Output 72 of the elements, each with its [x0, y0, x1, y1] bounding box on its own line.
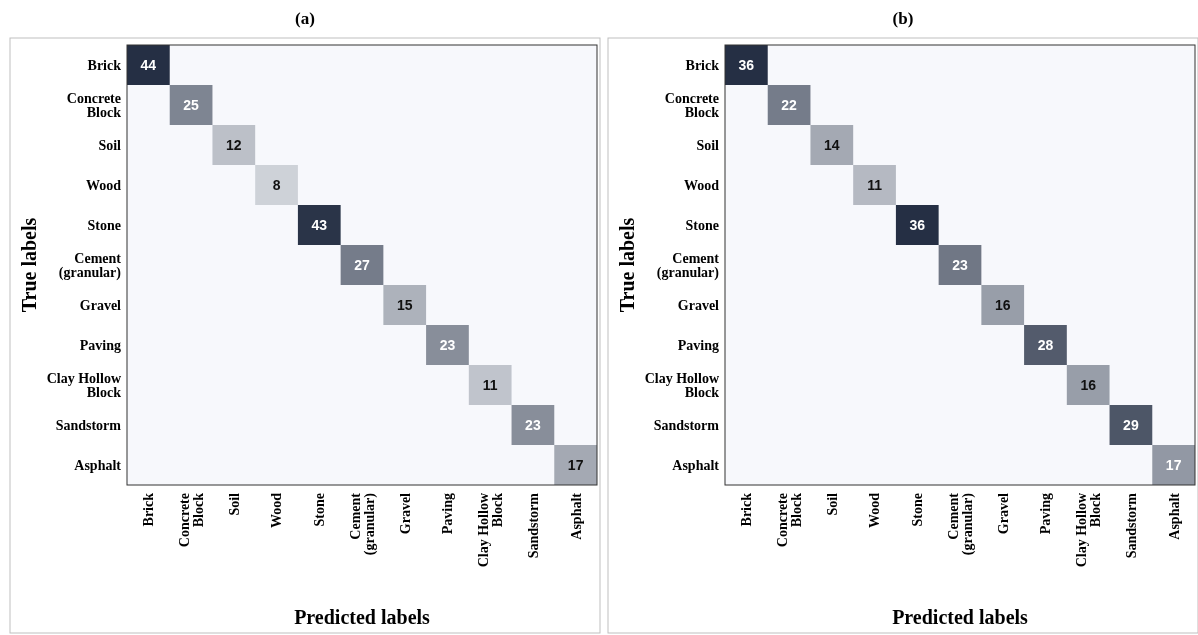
- y-tick-label: Cement (granular): [656, 250, 720, 281]
- data-label: 15: [396, 296, 413, 313]
- y-tick-label: Paving: [79, 337, 121, 353]
- data-label: 16: [1080, 376, 1097, 393]
- data-label: 29: [1123, 416, 1139, 433]
- y-tick-label: Soil: [696, 137, 720, 153]
- data-label: 28: [1037, 336, 1054, 353]
- data-label: 44: [140, 56, 157, 73]
- y-tick-label: Concrete Block: [664, 90, 720, 120]
- data-label: 11: [482, 376, 498, 393]
- y-tick-label: Asphalt: [672, 457, 720, 473]
- data-label: 36: [909, 216, 926, 233]
- y-tick-label: Sandstorm: [653, 417, 720, 433]
- y-tick-label: Wood: [85, 177, 122, 193]
- x-tick-label: Gravel: [397, 492, 413, 535]
- x-tick-label: Cement (granular): [945, 492, 976, 556]
- x-tick-label: Clay Hollow Block: [476, 492, 506, 568]
- y-tick-label: Paving: [677, 337, 719, 353]
- x-tick-label: Sandstorm: [1123, 492, 1139, 559]
- x-tick-label: Asphalt: [1166, 492, 1182, 540]
- data-label: 11: [867, 176, 883, 193]
- data-label: 17: [1165, 456, 1182, 473]
- data-label: 23: [952, 256, 968, 273]
- x-tick-label: Concrete Block: [774, 492, 804, 548]
- y-tick-label: Cement (granular): [58, 250, 122, 281]
- y-tick-label: Gravel: [79, 297, 122, 313]
- data-label: 17: [567, 456, 584, 473]
- y-tick-label: Soil: [98, 137, 122, 153]
- data-label: 27: [354, 256, 370, 273]
- x-tick-label: Soil: [824, 492, 840, 516]
- data-label: 22: [781, 96, 798, 113]
- chart-title: (b): [892, 9, 914, 28]
- x-tick-label: Paving: [1038, 493, 1054, 535]
- y-tick-label: Stone: [87, 217, 121, 233]
- y-tick-label: Clay Hollow Block: [46, 370, 122, 400]
- data-label: 25: [183, 96, 200, 113]
- data-label: 16: [994, 296, 1011, 313]
- x-tick-label: Wood: [867, 492, 883, 529]
- y-axis-title: True labels: [616, 217, 638, 313]
- y-tick-label: Asphalt: [74, 457, 122, 473]
- x-tick-label: Brick: [739, 492, 755, 527]
- x-tick-label: Paving: [440, 493, 456, 535]
- y-tick-label: Sandstorm: [55, 417, 122, 433]
- y-tick-label: Stone: [685, 217, 719, 233]
- x-tick-label: Stone: [312, 493, 328, 527]
- y-tick-label: Wood: [683, 177, 720, 193]
- y-tick-label: Brick: [685, 57, 720, 73]
- y-axis-title: True labels: [18, 217, 40, 313]
- chart-title: (a): [295, 9, 315, 28]
- x-tick-label: Soil: [226, 492, 242, 516]
- x-tick-label: Gravel: [995, 492, 1011, 535]
- data-label: 8: [272, 176, 281, 193]
- data-label: 23: [439, 336, 456, 353]
- data-label: 23: [525, 416, 541, 433]
- x-axis-title: Predicted labels: [294, 606, 431, 628]
- x-tick-label: Sandstorm: [525, 492, 541, 559]
- y-tick-label: Concrete Block: [66, 90, 122, 120]
- x-tick-label: Concrete Block: [176, 492, 206, 548]
- data-label: 14: [824, 136, 840, 153]
- x-tick-label: Asphalt: [568, 492, 584, 540]
- y-tick-label: Gravel: [677, 297, 720, 313]
- x-tick-label: Stone: [910, 493, 926, 527]
- data-label: 36: [738, 56, 755, 73]
- y-tick-label: Clay Hollow Block: [644, 370, 720, 400]
- x-tick-label: Brick: [141, 492, 157, 527]
- data-label: 12: [226, 136, 242, 153]
- x-tick-label: Clay Hollow Block: [1074, 492, 1104, 568]
- x-axis-title: Predicted labels: [892, 606, 1029, 628]
- x-tick-label: Cement (granular): [347, 492, 378, 556]
- data-label: 43: [311, 216, 328, 233]
- x-tick-label: Wood: [269, 492, 285, 529]
- y-tick-label: Brick: [87, 57, 122, 73]
